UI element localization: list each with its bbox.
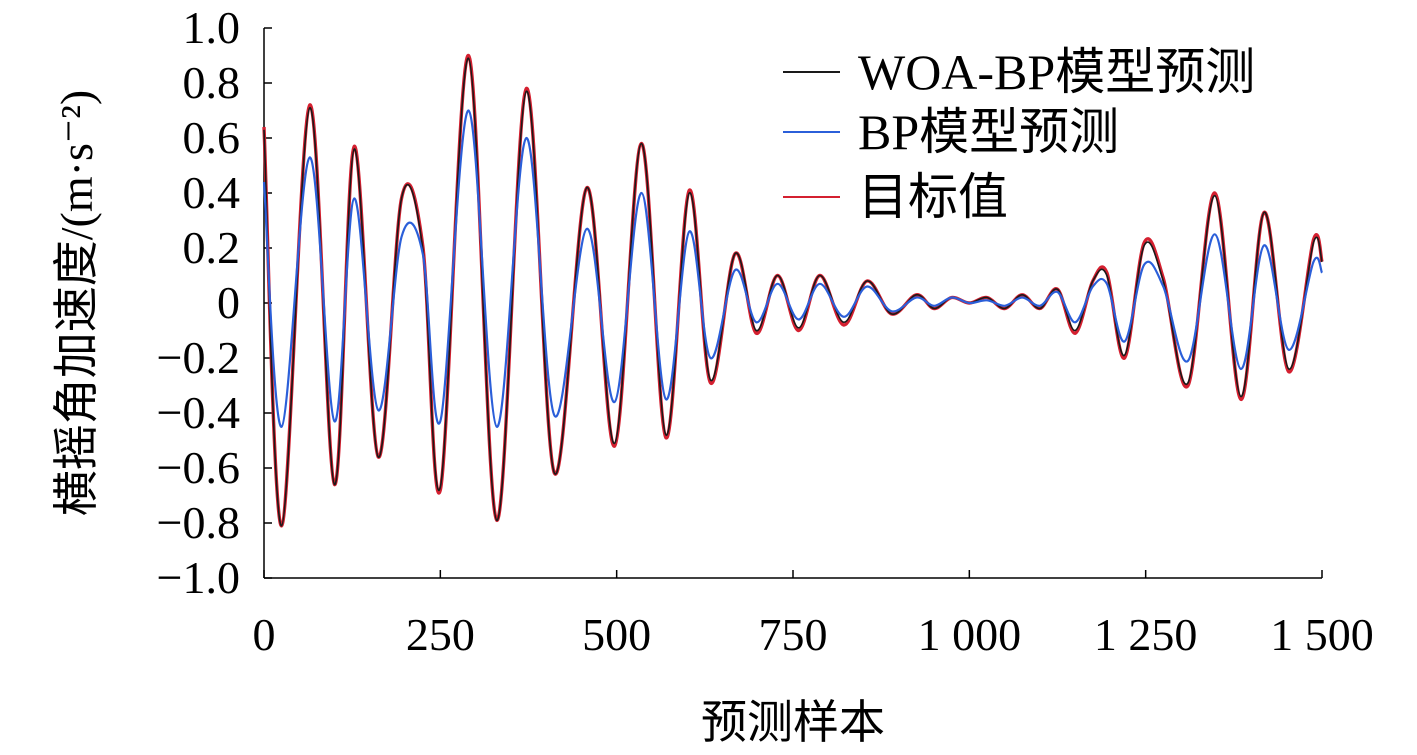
y-tick-label: −0.4 xyxy=(157,387,240,438)
y-tick-label: −1.0 xyxy=(157,552,240,603)
y-axis-label: 横摇角加速度/(m·s⁻²) xyxy=(51,90,102,517)
y-ticks: −1.0−0.8−0.6−0.4−0.200.20.40.60.81.0 xyxy=(157,2,272,603)
y-tick-label: 1.0 xyxy=(183,2,241,53)
y-tick-label: −0.6 xyxy=(157,442,240,493)
series-line-3 xyxy=(262,53,1324,528)
axes xyxy=(263,28,1322,579)
series-layer xyxy=(262,53,1324,528)
x-tick-label: 1 000 xyxy=(918,609,1022,660)
y-tick-label: 0.4 xyxy=(183,167,241,218)
y-tick-label: −0.2 xyxy=(157,332,240,383)
x-ticks: 0 250 500 750 1 000 1 250 1 500 xyxy=(253,570,1374,660)
y-tick-label: 0.6 xyxy=(183,112,241,163)
x-axis-label: 预测样本 xyxy=(701,697,885,748)
y-tick-label: 0.8 xyxy=(183,57,241,108)
legend-label: WOA-BP模型预测 xyxy=(858,44,1255,100)
x-tick-label: 250 xyxy=(406,609,475,660)
y-tick-label: 0 xyxy=(217,277,240,328)
x-tick-label: 0 xyxy=(253,609,276,660)
series-line-1 xyxy=(263,57,1323,527)
x-tick-label: 1 500 xyxy=(1270,609,1374,660)
y-tick-label: −0.8 xyxy=(157,497,240,548)
x-tick-label: 1 250 xyxy=(1094,609,1198,660)
series-line-2 xyxy=(262,109,1324,428)
legend-label: 目标值 xyxy=(858,169,1008,225)
legend-label: BP模型预测 xyxy=(858,104,1119,160)
y-tick-label: 0.2 xyxy=(183,222,241,273)
x-tick-label: 500 xyxy=(582,609,651,660)
x-tick-label: 750 xyxy=(759,609,828,660)
